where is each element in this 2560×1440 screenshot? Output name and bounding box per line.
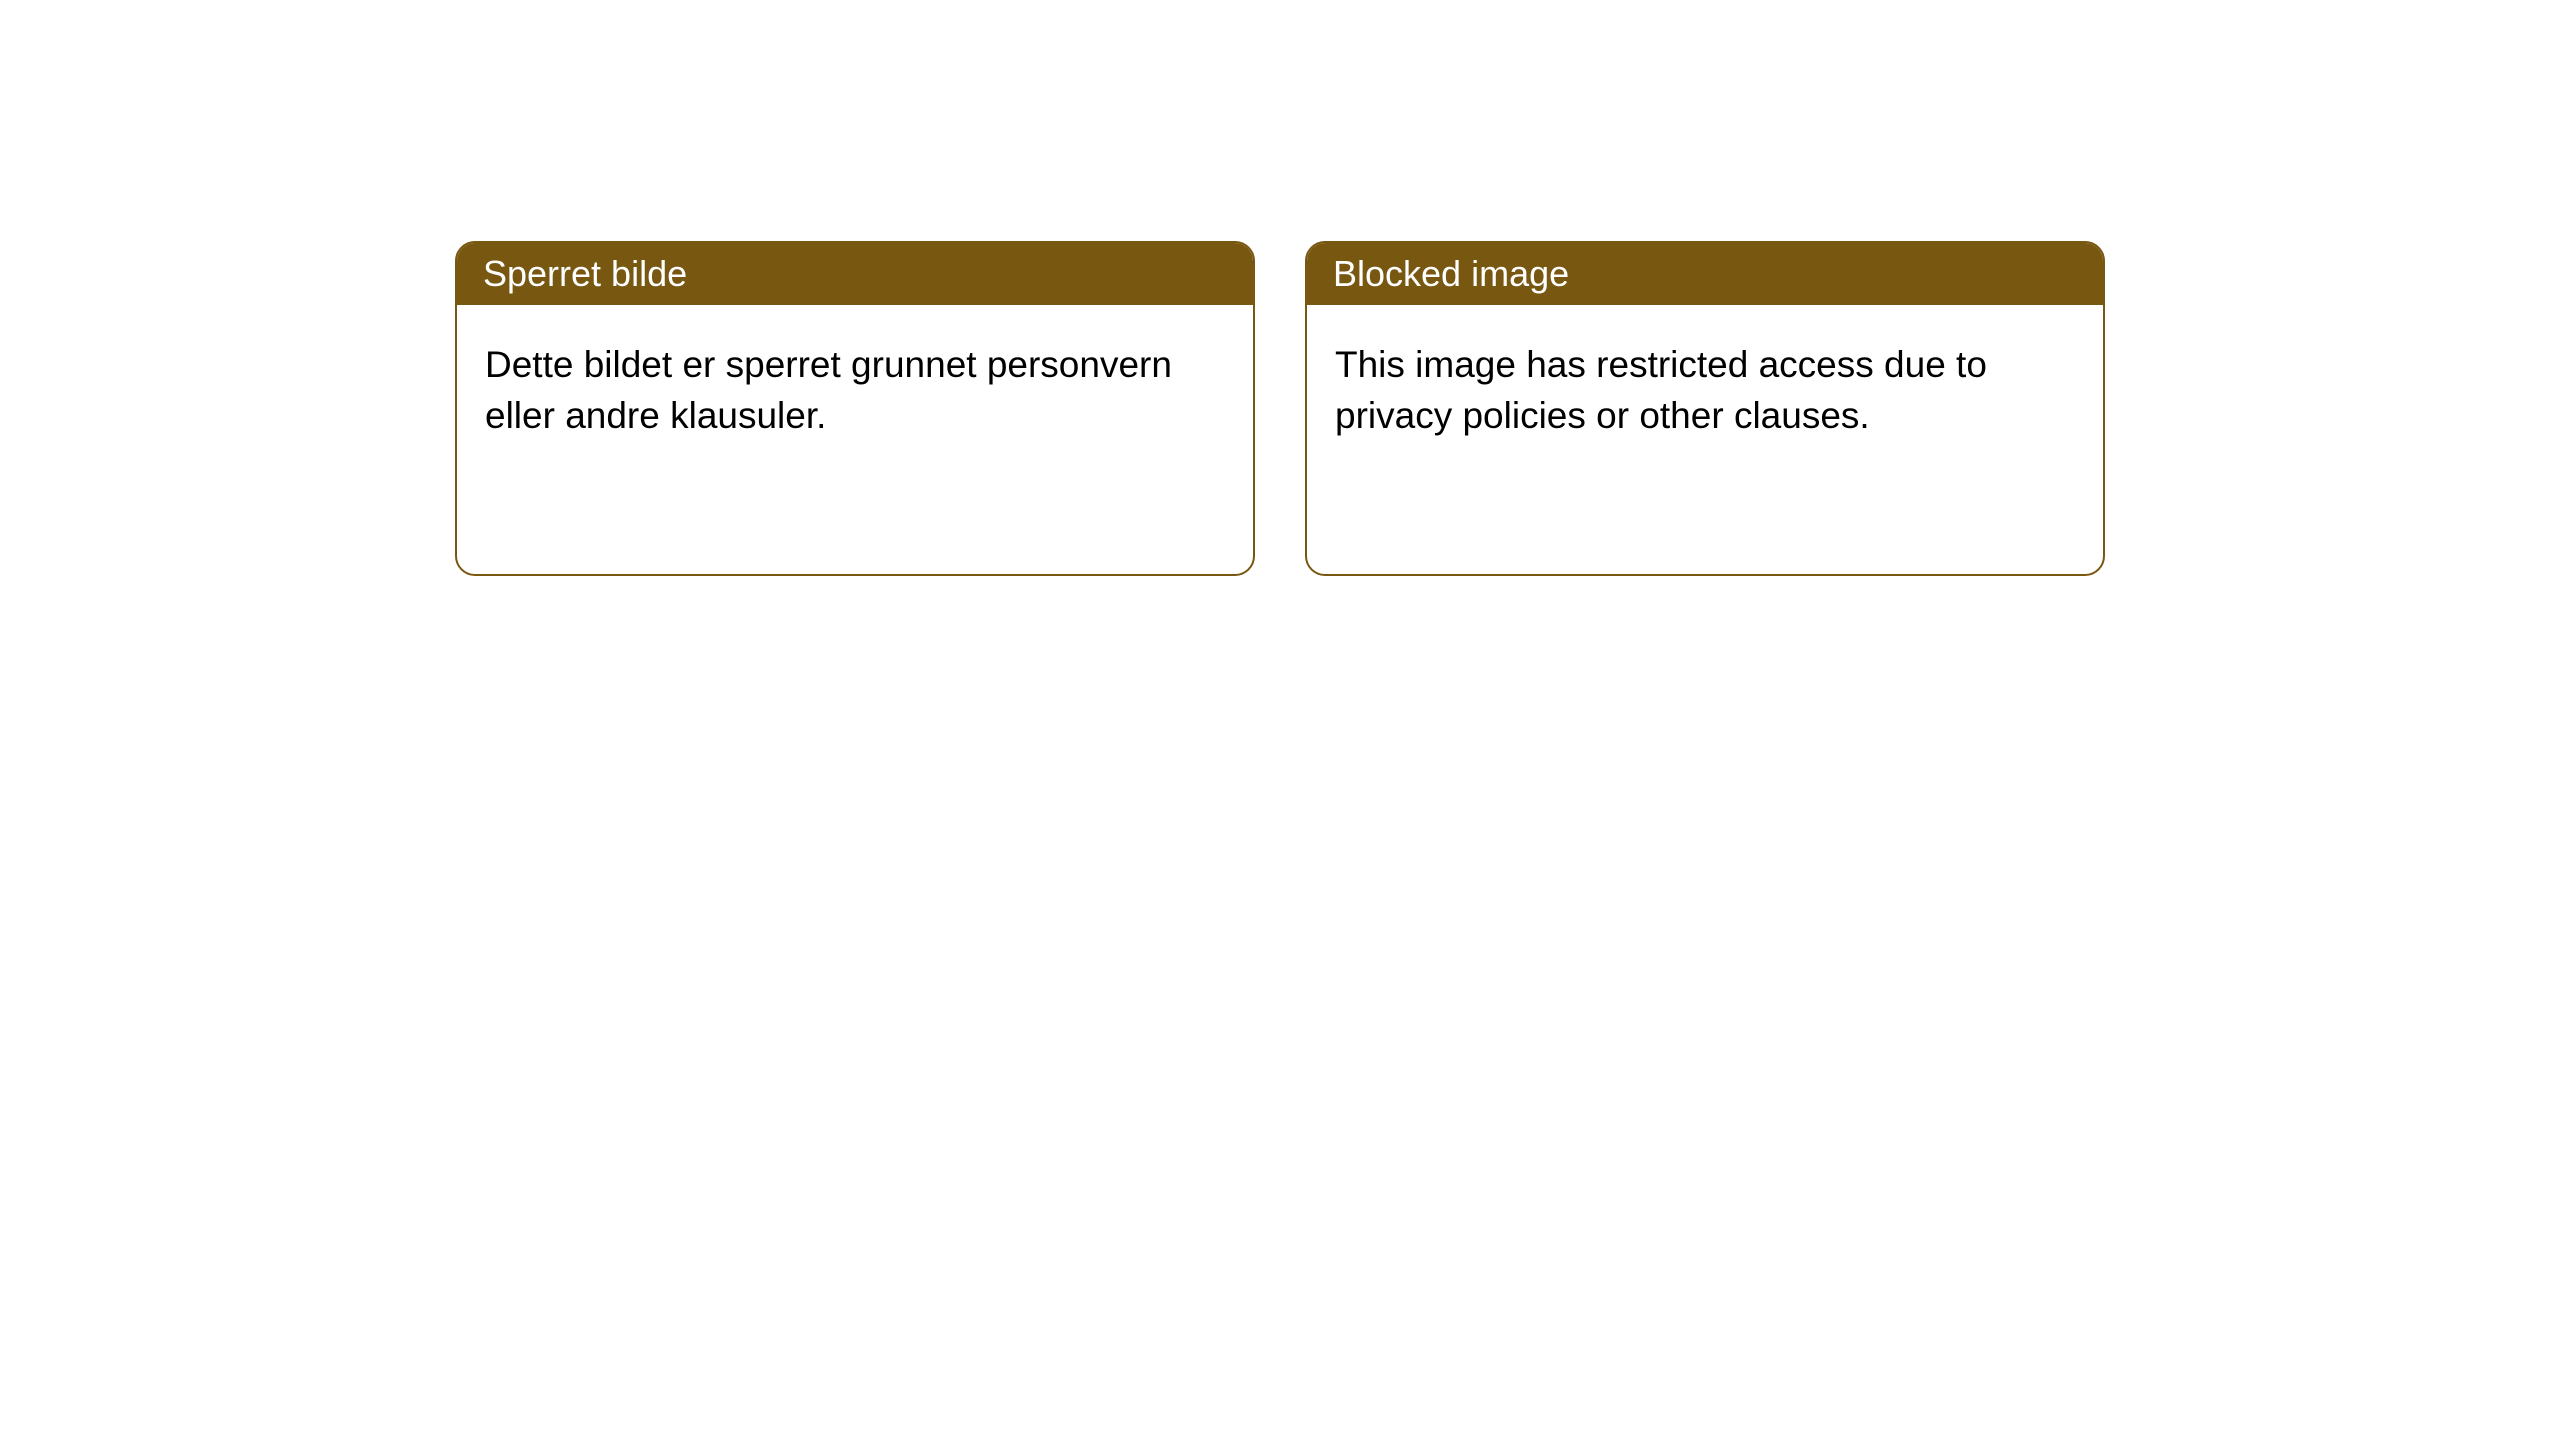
notice-body: Dette bildet er sperret grunnet personve… (457, 305, 1253, 574)
notice-card-english: Blocked image This image has restricted … (1305, 241, 2105, 576)
notice-body: This image has restricted access due to … (1307, 305, 2103, 574)
notice-body-text: Dette bildet er sperret grunnet personve… (485, 344, 1172, 436)
notice-container: Sperret bilde Dette bildet er sperret gr… (455, 241, 2105, 1440)
notice-card-norwegian: Sperret bilde Dette bildet er sperret gr… (455, 241, 1255, 576)
notice-title: Sperret bilde (483, 253, 687, 294)
notice-header: Blocked image (1307, 243, 2103, 305)
notice-body-text: This image has restricted access due to … (1335, 344, 1987, 436)
notice-title: Blocked image (1333, 253, 1569, 294)
notice-header: Sperret bilde (457, 243, 1253, 305)
